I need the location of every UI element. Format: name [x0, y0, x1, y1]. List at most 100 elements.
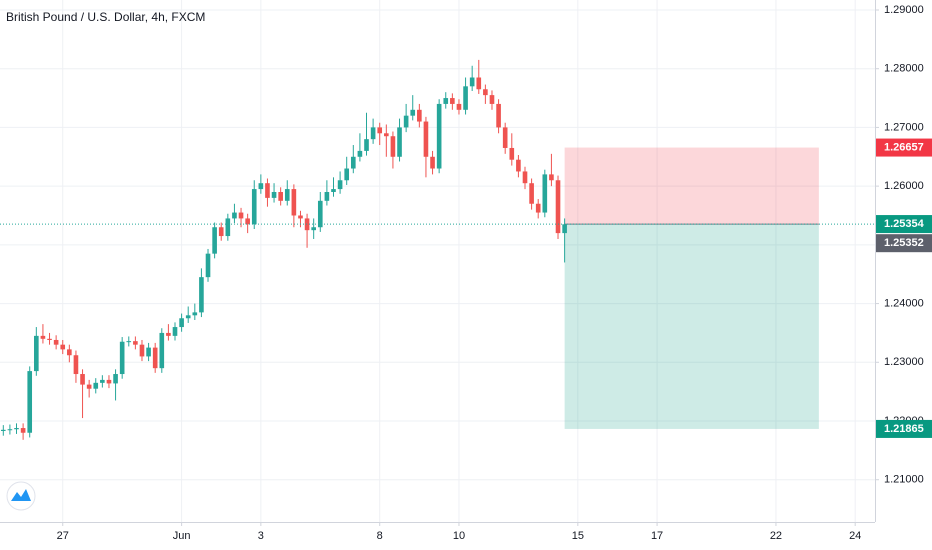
candle-body: [483, 89, 488, 96]
candle-body: [40, 335, 46, 339]
candle-body: [410, 109, 416, 116]
candle-body: [185, 315, 191, 319]
candle-body: [205, 253, 211, 278]
y-tick-label: 1.29000: [884, 4, 924, 16]
candle-body: [199, 277, 204, 313]
candle-body: [489, 95, 495, 104]
candle-body: [265, 183, 270, 198]
y-tick-label: 1.26000: [884, 180, 924, 192]
candle-body: [403, 115, 409, 128]
candle-body: [27, 371, 33, 433]
candle-body: [139, 344, 145, 357]
candle-body: [350, 156, 356, 169]
candle-body: [113, 374, 118, 384]
candle-body: [522, 171, 528, 184]
x-tick-label: 3: [258, 530, 264, 542]
candle-body: [93, 382, 99, 389]
candle-body: [251, 189, 257, 225]
candle-body: [423, 121, 429, 157]
candle-body: [430, 156, 435, 169]
candle-body: [324, 192, 330, 201]
candle-body: [390, 136, 396, 157]
candle-body: [212, 227, 217, 254]
candle-body: [436, 103, 442, 169]
candle-body: [377, 127, 383, 134]
candle-body: [86, 384, 92, 389]
candle-body: [172, 327, 178, 336]
candle-body: [397, 127, 402, 157]
candle-body: [133, 341, 138, 345]
candle-body: [562, 224, 567, 234]
candle-body: [146, 347, 151, 357]
candle-body: [258, 183, 264, 190]
candle-body: [456, 103, 462, 110]
target-label: 1.21865: [884, 423, 924, 435]
x-tick-label: 17: [651, 530, 663, 542]
candle-body: [331, 189, 336, 193]
candle-body: [106, 379, 112, 384]
y-tick-label: 1.23000: [884, 356, 924, 368]
candle-body: [7, 429, 13, 431]
candle-body: [0, 429, 6, 431]
x-tick-label: 27: [57, 530, 69, 542]
candle-body: [304, 218, 310, 231]
candle-body: [469, 77, 475, 87]
candle-body: [516, 159, 521, 172]
candle-body: [179, 318, 184, 328]
stop-zone: [564, 147, 819, 225]
candle-body: [311, 227, 316, 231]
x-tick-label: Jun: [173, 530, 191, 542]
entry-label-bg: [876, 215, 932, 234]
candle-body: [14, 428, 19, 430]
candle-body: [126, 341, 132, 343]
y-tick-label: 1.27000: [884, 121, 924, 133]
entry-label: 1.25354: [884, 218, 925, 230]
candle-body: [344, 168, 350, 181]
candle-body: [34, 335, 39, 372]
candle-body: [417, 109, 422, 122]
last-price-label-bg: [876, 234, 932, 253]
candle-body: [245, 218, 250, 225]
candle-body: [218, 227, 224, 237]
candle-body: [496, 103, 501, 128]
target-label-bg: [876, 419, 932, 438]
candle-body: [555, 180, 561, 234]
candle-body: [232, 212, 237, 219]
last-price-label: 1.25352: [884, 237, 924, 249]
candle-body: [535, 203, 541, 213]
y-tick-label: 1.21000: [884, 474, 924, 486]
stop-label: 1.26657: [884, 141, 924, 153]
chart-title: British Pound / U.S. Dollar, 4h, FXCM: [6, 10, 205, 24]
candle-body: [298, 215, 303, 219]
candle-body: [20, 428, 26, 433]
stop-label-bg: [876, 138, 932, 157]
candle-body: [47, 338, 52, 340]
candle-body: [542, 174, 548, 213]
candle-body: [370, 127, 376, 140]
candle-body: [53, 339, 59, 345]
candle-body: [317, 200, 323, 228]
candle-body: [60, 344, 66, 350]
candle-body: [502, 127, 508, 148]
candle-body: [509, 147, 515, 160]
candle-body: [291, 189, 297, 216]
x-tick-label: 24: [849, 530, 861, 542]
candle-body: [119, 341, 125, 375]
candle-body: [73, 355, 79, 375]
candle-body: [337, 180, 343, 190]
candle-body: [159, 332, 165, 369]
candle-body: [450, 98, 455, 104]
candle-body: [100, 379, 105, 383]
x-tick-label: 15: [572, 530, 584, 542]
candle-body: [278, 192, 283, 201]
y-tick-label: 1.28000: [884, 63, 924, 75]
x-tick-label: 8: [377, 530, 383, 542]
logo[interactable]: [6, 481, 36, 511]
candle-body: [225, 218, 231, 237]
candle-body: [80, 374, 85, 385]
candle-body: [152, 347, 158, 369]
candle-body: [463, 86, 468, 110]
candle-body: [67, 349, 72, 356]
candle-body: [384, 133, 389, 137]
